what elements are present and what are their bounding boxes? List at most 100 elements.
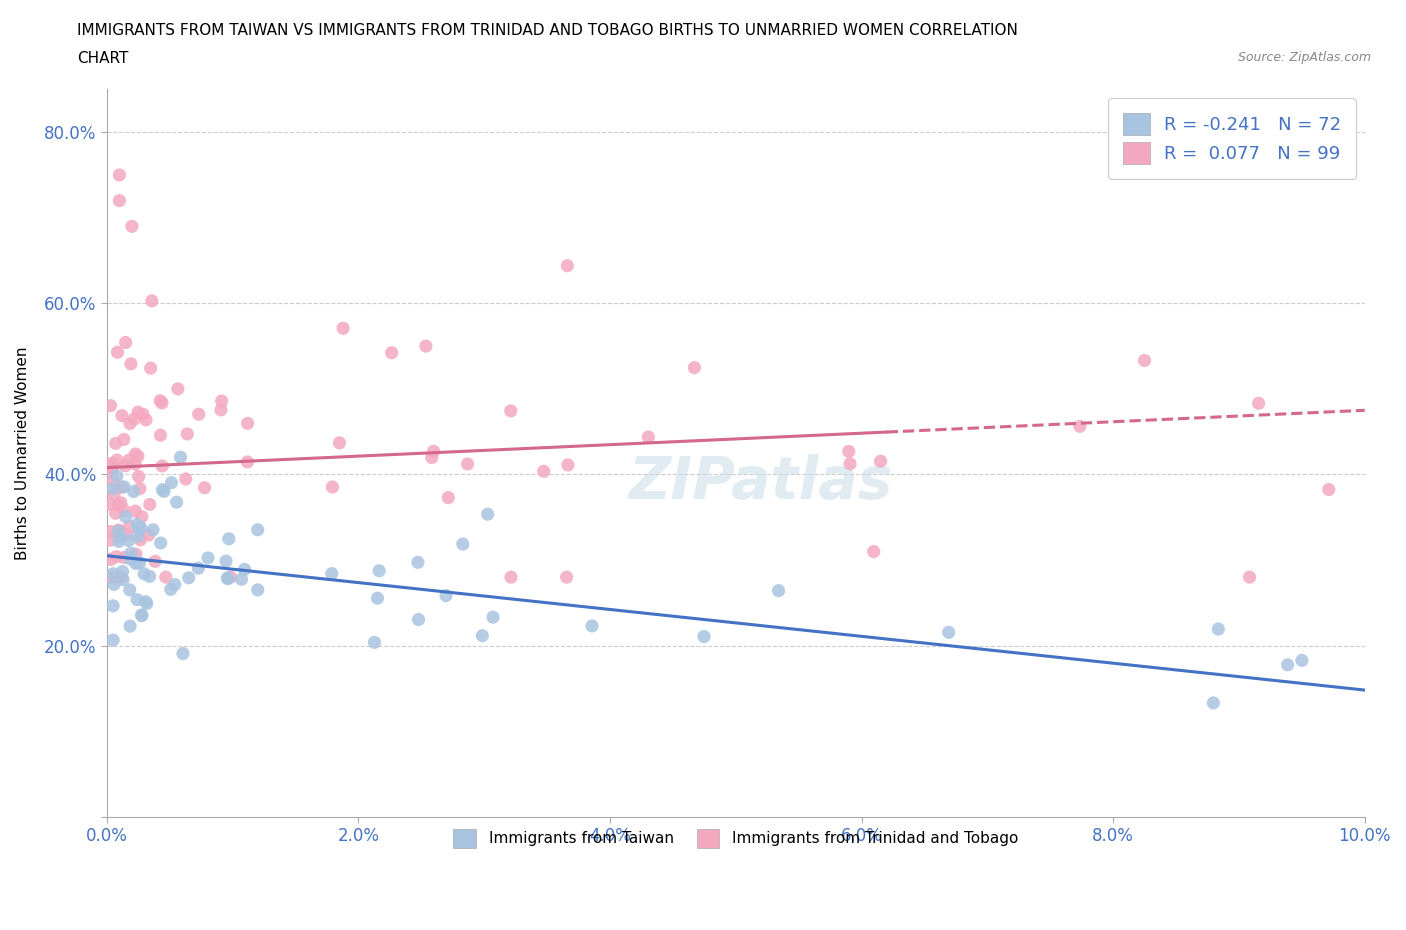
Point <box>149 393 172 408</box>
Point <box>100 570 122 585</box>
Point <box>120 551 142 566</box>
Point <box>215 553 238 568</box>
Point <box>110 528 132 543</box>
Point <box>693 629 716 644</box>
Point <box>159 582 181 597</box>
Point <box>103 458 125 473</box>
Point <box>105 469 128 484</box>
Point <box>118 582 141 597</box>
Point <box>111 480 134 495</box>
Point <box>139 361 162 376</box>
Point <box>211 393 233 408</box>
Point <box>100 497 122 512</box>
Point <box>363 635 385 650</box>
Point <box>155 570 177 585</box>
Point <box>143 554 166 569</box>
Point <box>131 607 153 622</box>
Point <box>555 570 578 585</box>
Point <box>100 525 122 539</box>
Point <box>246 523 269 538</box>
Point <box>1069 418 1091 433</box>
Point <box>482 610 505 625</box>
Point <box>120 618 142 633</box>
Point <box>131 510 153 525</box>
Point <box>163 578 186 592</box>
Point <box>108 530 131 545</box>
Point <box>477 507 499 522</box>
Point <box>415 339 437 353</box>
Point <box>172 646 194 661</box>
Point <box>118 453 141 468</box>
Point <box>135 594 157 609</box>
Point <box>451 537 474 551</box>
Point <box>132 566 155 581</box>
Point <box>141 294 163 309</box>
Point <box>135 412 157 427</box>
Point <box>321 566 343 581</box>
Point <box>557 458 579 472</box>
Point <box>408 612 430 627</box>
Point <box>533 464 555 479</box>
Point <box>110 496 132 511</box>
Point <box>128 481 150 496</box>
Point <box>218 531 240 546</box>
Point <box>125 517 148 532</box>
Point <box>167 381 190 396</box>
Point <box>124 457 146 472</box>
Point <box>174 472 197 486</box>
Point <box>862 544 884 559</box>
Point <box>107 523 129 538</box>
Point <box>110 570 132 585</box>
Point <box>187 561 209 576</box>
Point <box>177 570 200 585</box>
Point <box>122 412 145 427</box>
Point <box>114 510 136 525</box>
Point <box>194 480 217 495</box>
Point <box>100 533 122 548</box>
Point <box>103 487 125 502</box>
Point <box>104 570 127 585</box>
Point <box>637 430 659 445</box>
Point <box>131 608 153 623</box>
Point <box>150 395 173 410</box>
Point <box>138 527 160 542</box>
Point <box>231 572 253 587</box>
Point <box>138 569 160 584</box>
Point <box>101 457 124 472</box>
Point <box>499 404 522 418</box>
Point <box>434 588 457 603</box>
Point <box>938 625 960 640</box>
Point <box>135 596 157 611</box>
Point <box>120 546 142 561</box>
Point <box>1239 570 1261 585</box>
Point <box>683 360 706 375</box>
Point <box>101 482 124 497</box>
Text: ZIPatlas: ZIPatlas <box>628 454 893 511</box>
Point <box>1202 696 1225 711</box>
Point <box>499 570 522 585</box>
Point <box>104 436 127 451</box>
Point <box>209 403 232 418</box>
Point <box>103 577 125 591</box>
Point <box>112 503 135 518</box>
Point <box>111 408 134 423</box>
Point <box>112 572 135 587</box>
Point <box>121 219 143 233</box>
Text: CHART: CHART <box>77 51 129 66</box>
Point <box>321 480 343 495</box>
Point <box>142 523 165 538</box>
Point <box>169 450 191 465</box>
Point <box>118 416 141 431</box>
Point <box>217 571 239 586</box>
Point <box>236 455 259 470</box>
Point <box>150 458 173 473</box>
Point <box>108 534 131 549</box>
Point <box>1133 353 1156 368</box>
Point <box>107 525 129 539</box>
Point <box>246 582 269 597</box>
Point <box>105 550 128 565</box>
Point <box>153 484 176 498</box>
Legend: Immigrants from Taiwan, Immigrants from Trinidad and Tobago: Immigrants from Taiwan, Immigrants from … <box>441 817 1031 860</box>
Point <box>120 356 142 371</box>
Point <box>107 524 129 538</box>
